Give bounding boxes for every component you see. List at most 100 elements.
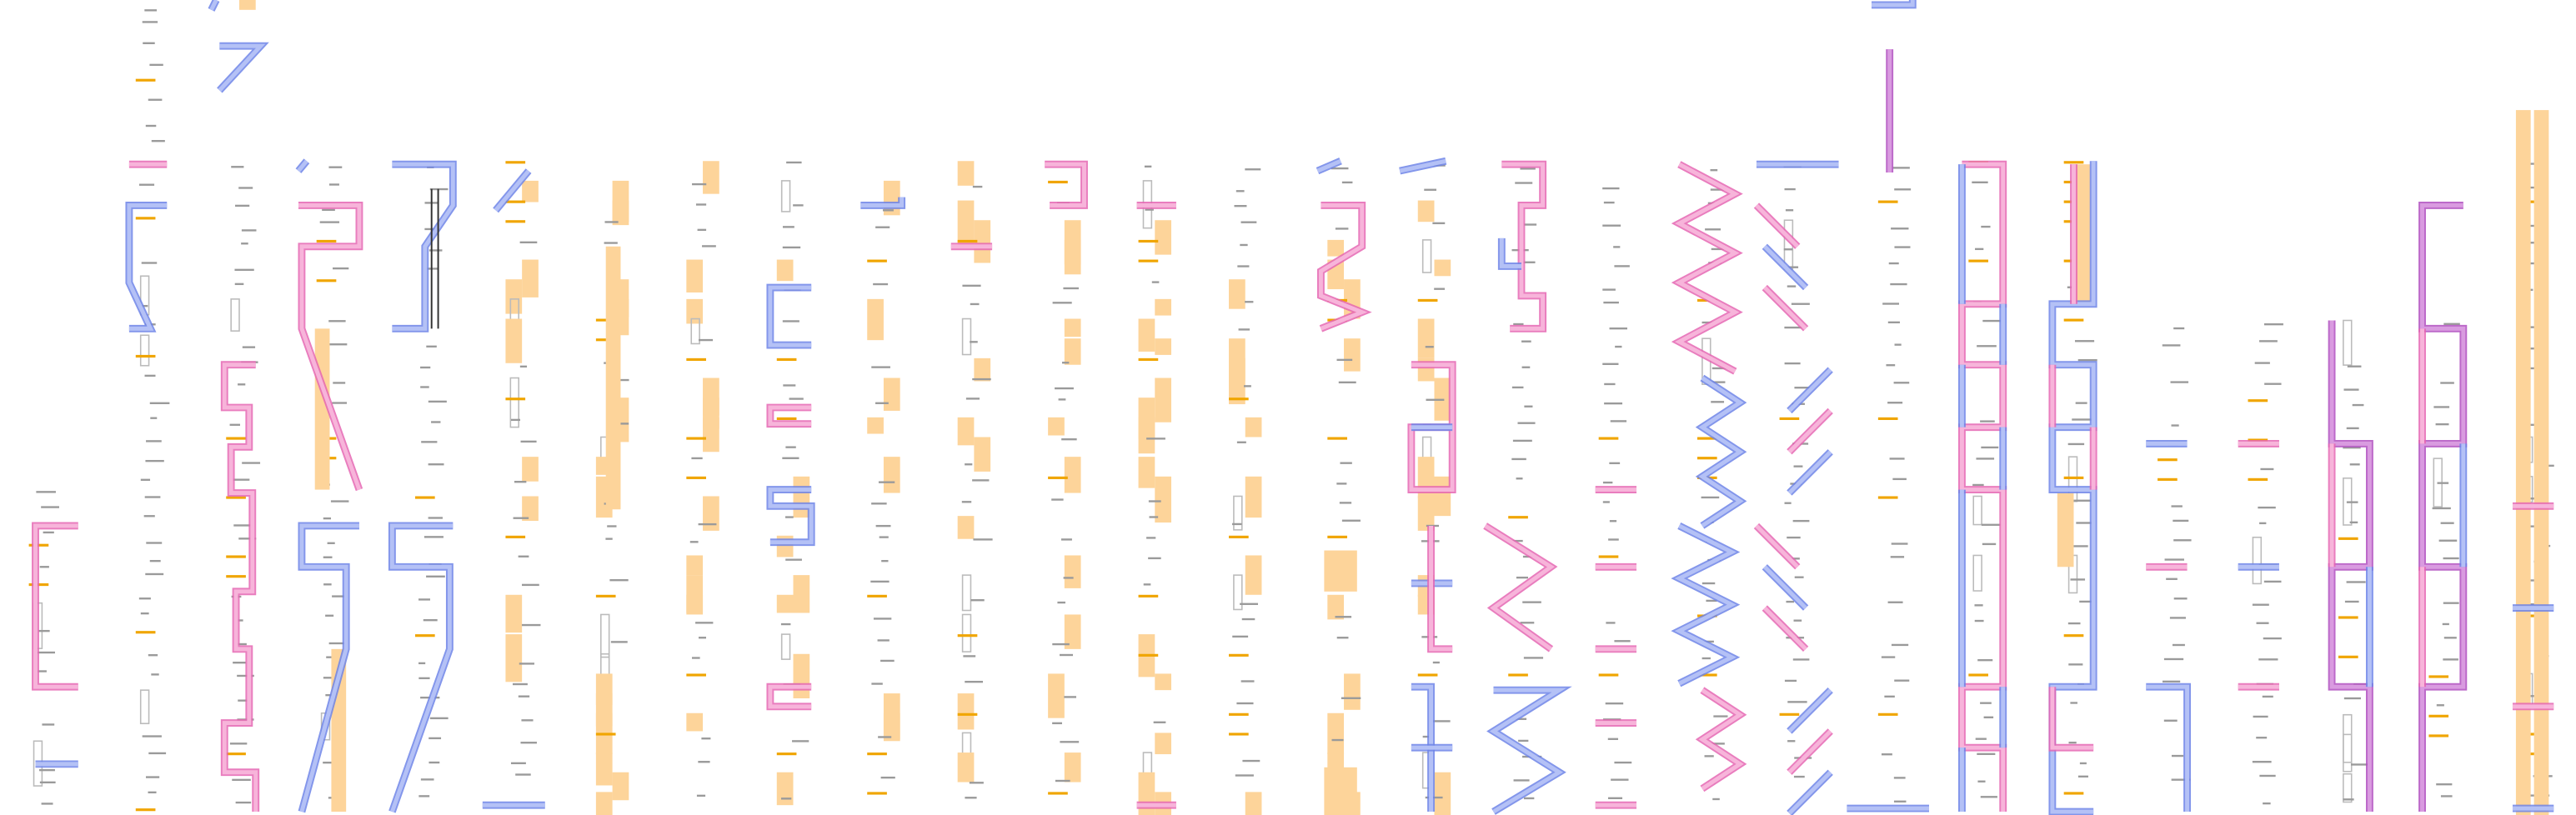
event-tick: [782, 246, 801, 249]
event-tick: [148, 98, 163, 101]
marker-dash: [2063, 476, 2084, 479]
event-tick: [242, 462, 261, 464]
span-block: [1344, 338, 1361, 372]
gray-bar: [961, 574, 972, 612]
marker-dash: [2158, 478, 2178, 481]
trace-path: [1411, 684, 1434, 812]
marker-dash: [776, 752, 797, 756]
event-tick: [2253, 715, 2268, 718]
event-tick: [1977, 345, 1997, 348]
event-tick: [877, 639, 890, 642]
gray-bar: [2343, 772, 2353, 803]
gray-bar: [1233, 495, 1243, 531]
event-tick: [1976, 458, 1995, 460]
gray-bar: [2343, 733, 2353, 772]
span-block: [522, 496, 539, 522]
trace-path: [2146, 684, 2190, 812]
trace-path: [1787, 368, 1832, 412]
event-tick: [881, 560, 889, 562]
event-tick: [1606, 622, 1616, 624]
event-tick: [1615, 345, 1622, 348]
event-tick: [140, 478, 151, 481]
event-tick: [420, 778, 434, 781]
span-block: [867, 417, 884, 434]
marker-dash: [1696, 673, 1717, 677]
trace-path: [1787, 729, 1832, 774]
event-tick: [1980, 702, 1992, 704]
event-tick: [1235, 190, 1245, 192]
event-tick: [2440, 795, 2453, 798]
event-tick: [2079, 600, 2093, 603]
gray-bar: [2252, 536, 2263, 585]
span-block: [1155, 220, 1172, 255]
event-tick: [2173, 598, 2188, 600]
event-tick: [604, 242, 618, 244]
event-tick: [2252, 761, 2272, 763]
event-tick: [1240, 221, 1257, 223]
event-tick: [1610, 420, 1627, 422]
gray-bar: [1972, 554, 1982, 592]
span-block: [1138, 318, 1155, 352]
event-tick: [1614, 761, 1632, 764]
event-tick: [2524, 348, 2543, 350]
event-tick: [510, 762, 526, 765]
event-tick: [37, 651, 55, 654]
event-tick: [1061, 438, 1077, 441]
event-tick: [2077, 358, 2097, 362]
event-tick: [2070, 578, 2086, 581]
event-tick: [42, 723, 55, 726]
event-tick: [1051, 498, 1064, 501]
span-block: [974, 358, 991, 382]
event-tick: [695, 622, 714, 624]
span-block: [1344, 673, 1361, 710]
event-tick: [1052, 642, 1070, 646]
event-tick: [1515, 182, 1533, 184]
trace-path: [768, 405, 812, 427]
trace-path: [768, 684, 812, 709]
event-tick: [691, 657, 700, 659]
marker-dash: [1327, 437, 1347, 440]
marker-dash: [867, 752, 887, 756]
event-tick: [689, 541, 699, 543]
event-tick: [1052, 302, 1072, 304]
span-block: [1048, 673, 1065, 718]
event-tick: [1789, 558, 1800, 560]
span-block: [2533, 110, 2549, 815]
marker-dash: [1779, 712, 1800, 716]
event-tick: [1893, 800, 1907, 802]
event-tick: [1602, 187, 1620, 190]
marker-dash: [957, 712, 978, 716]
trace-path: [33, 523, 78, 689]
event-tick: [2163, 680, 2181, 683]
event-tick: [970, 302, 980, 306]
trace-path: [1871, 0, 1915, 8]
marker-dash: [226, 752, 246, 756]
event-tick: [323, 583, 332, 586]
span-block: [1155, 732, 1172, 755]
event-tick: [1783, 248, 1793, 251]
event-tick: [2263, 637, 2282, 640]
event-tick: [1336, 358, 1353, 362]
event-tick: [2522, 579, 2543, 582]
event-tick: [2170, 381, 2189, 383]
event-tick: [423, 536, 444, 538]
event-tick: [1981, 446, 1999, 449]
event-tick: [1793, 465, 1803, 468]
span-block: [776, 259, 794, 282]
marker-dash: [1779, 417, 1800, 420]
marker-dash: [505, 535, 526, 538]
event-tick: [607, 525, 617, 528]
event-tick: [1706, 742, 1725, 745]
event-tick: [1890, 282, 1907, 286]
event-tick: [875, 402, 889, 404]
event-tick: [2262, 695, 2273, 698]
event-tick: [521, 623, 541, 627]
span-block: [957, 200, 975, 247]
event-tick: [1060, 741, 1080, 743]
marker-dash: [776, 358, 797, 362]
event-tick: [1513, 322, 1524, 326]
event-tick: [970, 341, 978, 343]
event-tick: [148, 654, 158, 657]
event-tick: [1792, 658, 1810, 661]
event-tick: [420, 386, 429, 388]
